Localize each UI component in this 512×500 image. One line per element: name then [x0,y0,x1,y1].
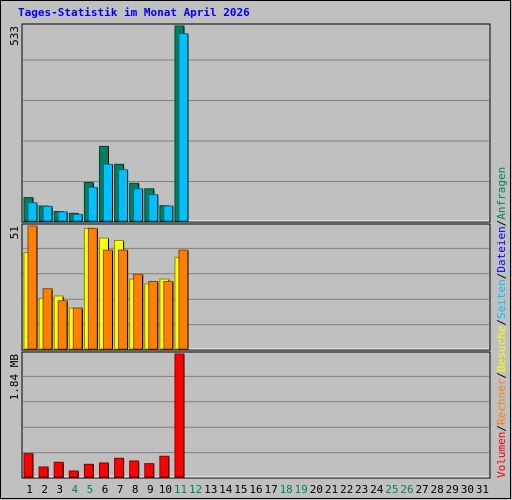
legend-item-dateien: Dateien [495,226,508,272]
legend-separator: / [495,425,508,432]
x-tick-label: 8 [132,483,139,496]
bar-rechner-day-7 [118,249,129,350]
x-tick-label: 13 [204,483,217,496]
bar-volumen-day-10 [159,455,170,478]
x-tick-label: 16 [249,483,262,496]
x-tick-label: 5 [87,483,94,496]
bar-seiten-day-3 [57,211,68,222]
x-tick-label: 9 [147,483,154,496]
bar-volumen-day-6 [98,462,109,478]
bar-rechner-day-8 [133,273,144,350]
legend-item-seiten: Seiten [495,279,508,319]
chart-title: Tages-Statistik im Monat April 2026 [18,6,250,19]
bar-volumen-day-9 [144,463,155,478]
x-tick-label: 3 [56,483,63,496]
x-tick-label: 15 [234,483,247,496]
x-tick-label: 19 [295,483,308,496]
x-tick-label: 26 [400,483,413,496]
x-tick-label: 20 [310,483,323,496]
panel-3: 1.84 MB [8,351,491,479]
bar-seiten-day-4 [72,213,83,222]
bar-seiten-day-2 [42,205,53,222]
x-tick-label: 18 [280,483,293,496]
x-tick-label: 11 [174,483,187,496]
x-tick-label: 7 [117,483,124,496]
panel-max-label: 1.84 MB [8,354,21,401]
bar-seiten-day-11 [178,33,189,222]
x-tick-label: 21 [325,483,338,496]
bar-rechner-day-5 [87,227,98,350]
bar-seiten-day-1 [27,202,38,222]
legend-separator: / [495,372,508,379]
x-tick-label: 25 [385,483,398,496]
x-tick-label: 29 [446,483,459,496]
bar-volumen-day-11 [174,353,185,478]
panel-max-label: 51 [8,226,21,239]
x-tick-label: 24 [370,483,384,496]
bar-rechner-day-1 [27,225,38,350]
x-tick-label: 17 [264,483,277,496]
panels-layer: 533 51 1.84 MB [8,23,491,479]
legend-item-volumen: Volumen [495,432,508,478]
x-tick-label: 22 [340,483,353,496]
bar-rechner-day-6 [102,249,113,350]
legend-separator: / [495,319,508,326]
x-tick-label: 2 [41,483,48,496]
x-tick-label: 12 [189,483,202,496]
panel-plot-area [21,351,491,479]
bar-volumen-day-5 [83,463,94,478]
bar-volumen-day-7 [114,457,125,478]
x-tick-label: 1 [26,483,33,496]
legend-separator: / [495,220,508,227]
bar-volumen-day-3 [53,461,64,478]
bar-seiten-day-5 [87,186,98,222]
legend-item-rechner: Rechner [495,378,508,425]
bar-seiten-day-6 [102,163,113,222]
bar-seiten-day-7 [118,169,129,222]
bar-rechner-day-3 [57,300,68,350]
x-tick-label: 28 [431,483,444,496]
x-tick-label: 30 [461,483,474,496]
x-tick-label: 27 [415,483,428,496]
bar-rechner-day-4 [72,307,83,350]
bar-volumen-day-8 [129,460,140,478]
bar-seiten-day-8 [133,188,144,222]
panel-max-label: 533 [8,26,21,46]
legend: Volumen/Rechner/Besuche/Seiten/Dateien/A… [495,167,508,478]
x-tick-label: 14 [219,483,233,496]
bar-rechner-day-2 [42,288,53,350]
bar-volumen-day-4 [68,470,79,478]
bar-volumen-day-2 [38,466,49,478]
bar-seiten-day-10 [163,205,174,222]
x-tick-label: 6 [102,483,109,496]
legend-item-besuche: Besuche [495,326,508,372]
bar-rechner-day-9 [148,280,159,350]
legend-separator: / [495,273,508,280]
legend-text: Volumen/Rechner/Besuche/Seiten/Dateien/A… [495,167,508,478]
bar-volumen-day-1 [23,453,34,478]
bar-seiten-day-9 [148,194,159,222]
x-tick-label: 10 [159,483,172,496]
x-tick-label: 4 [72,483,79,496]
x-tick-label: 31 [476,483,489,496]
x-tick-label: 23 [355,483,368,496]
x-axis-labels: 1 2 3 4 5 6 7 8 9 10 11 12 13 14 15 16 17 18 19 20 21 22 23 24 2… [26,483,489,496]
panel-1: 533 [8,23,491,223]
bar-rechner-day-10 [163,280,174,350]
legend-item-anfragen: Anfragen [495,167,508,220]
bar-rechner-day-11 [178,249,189,350]
panel-2: 51 [8,223,491,351]
